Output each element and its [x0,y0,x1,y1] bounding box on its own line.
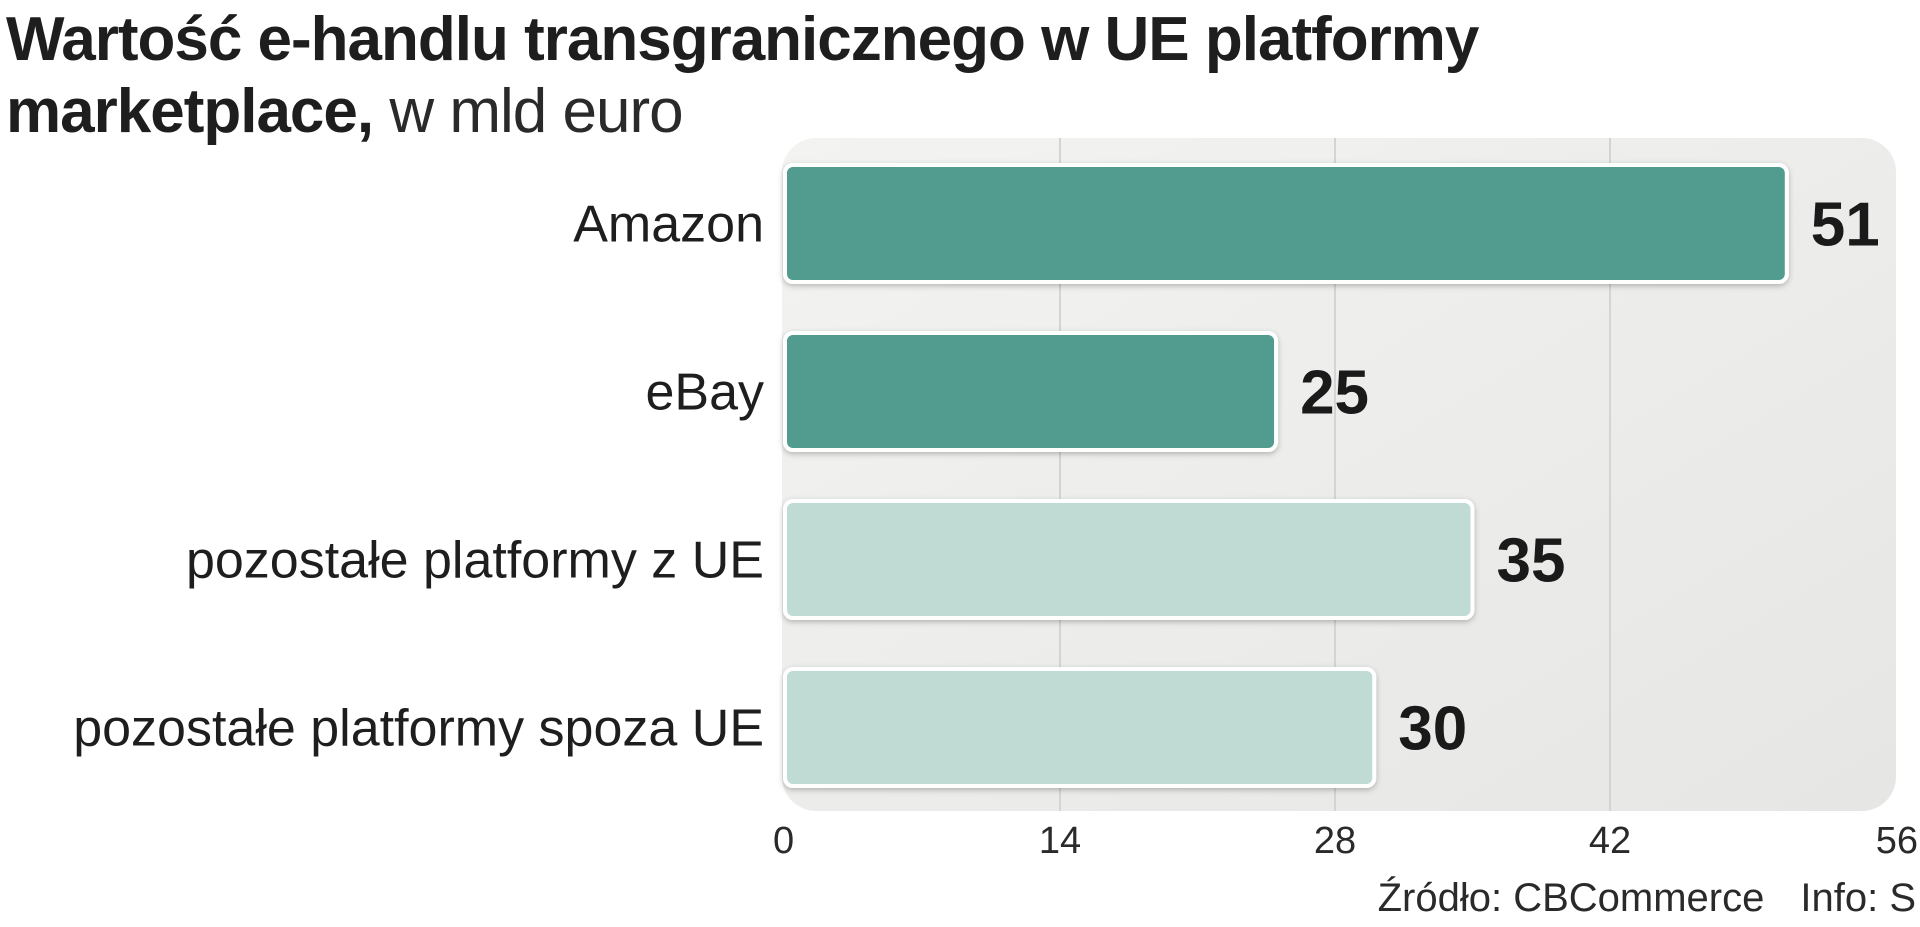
value-label: 25 [1300,359,1369,428]
bar [783,331,1279,452]
x-axis-ticks: 0 14 28 42 56 [773,820,1918,862]
x-tick-label: 56 [1876,820,1918,862]
value-labels: 51 25 35 30 [1300,191,1880,764]
chart-title: Wartość e-handlu transgranicznego w UE p… [6,4,1586,148]
info-text: Info: S [1800,876,1916,920]
category-label: pozostałe platformy spoza UE [73,700,764,758]
source-text: Źródło: CBCommerce [1377,876,1765,920]
chart-title-unit: w mld euro [373,77,683,146]
source-note: Źródło: CBCommerce Info: S [1342,876,1916,921]
x-tick-label: 42 [1589,820,1631,862]
chart-title-main: Wartość e-handlu transgranicznego w UE p… [6,5,1479,146]
value-label: 51 [1811,191,1880,260]
x-tick-label: 14 [1039,820,1081,862]
category-label: pozostałe platformy z UE [186,532,764,590]
bar [783,667,1377,788]
category-labels: Amazon eBay pozostałe platformy z UE pozost… [73,196,764,758]
bars [783,163,1789,788]
bar [783,499,1475,620]
category-label: Amazon [573,196,764,254]
bar [783,163,1789,284]
category-label: eBay [645,364,764,422]
x-tick-label: 0 [773,820,794,862]
value-label: 30 [1398,695,1467,764]
x-tick-label: 28 [1314,820,1356,862]
value-label: 35 [1497,527,1566,596]
